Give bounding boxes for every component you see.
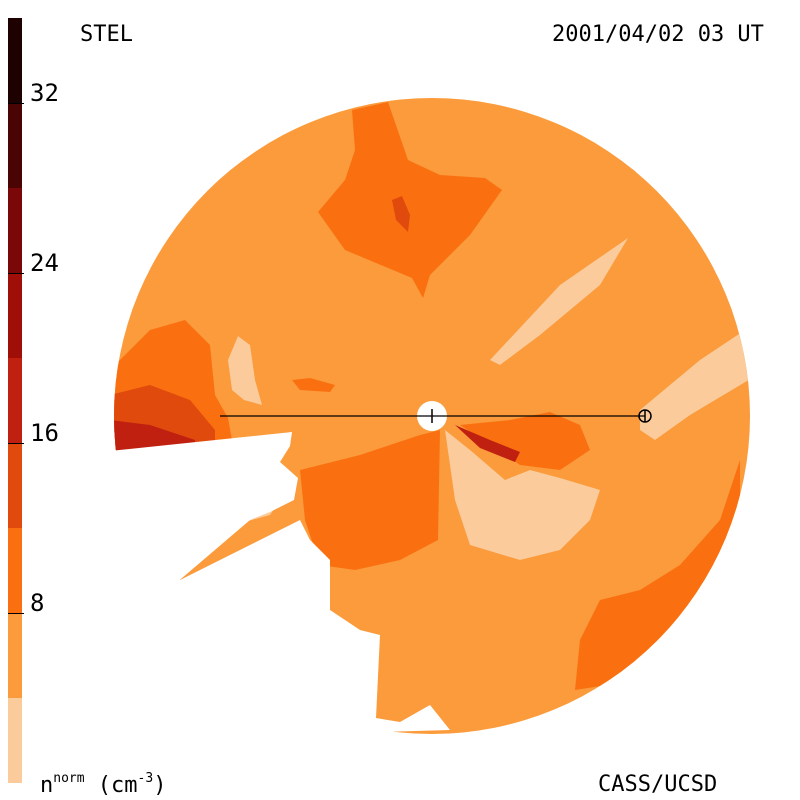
density-region-north-core <box>392 196 410 232</box>
colorbar-tick-label-8: 8 <box>30 589 45 617</box>
density-region-near-sun <box>292 378 335 392</box>
quantity-units-exponent: -3 <box>137 771 154 786</box>
observatory-label: STEL <box>80 22 133 47</box>
colorbar-band-8 <box>8 18 22 103</box>
quantity-units: (cm <box>84 773 138 798</box>
colorbar-tick-label-24: 24 <box>30 249 59 277</box>
colorbar-band-0 <box>8 698 22 783</box>
quantity-units-close: ) <box>153 773 167 798</box>
colorbar-tick-8 <box>8 613 24 614</box>
colorbar-tick-24 <box>8 273 24 274</box>
colorbar-band-5 <box>8 273 22 358</box>
colorbar-tick-32 <box>8 103 24 104</box>
timestamp-label: 2001/04/02 03 UT <box>552 22 764 47</box>
density-region-southeast <box>460 412 590 470</box>
colorbar-band-6 <box>8 188 22 273</box>
light-region-west <box>228 336 262 405</box>
density-region-south <box>300 430 440 570</box>
quantity-superscript: norm <box>53 771 85 786</box>
colorbar-tick-label-32: 32 <box>30 79 59 107</box>
colorbar-band-1 <box>8 613 22 698</box>
colorbar-band-2 <box>8 528 22 613</box>
light-region-northeast <box>490 238 628 365</box>
density-region-southeast-high <box>455 425 520 462</box>
data-gap-southwest <box>100 520 450 740</box>
density-region-north <box>318 102 502 298</box>
colorbar-tick-16 <box>8 443 24 444</box>
data-gap-west <box>100 432 298 700</box>
light-region-southeast <box>445 430 600 560</box>
colorbar-band-7 <box>8 103 22 188</box>
light-region-east <box>640 332 750 440</box>
quantity-label: nnorm (cm-3) <box>40 772 166 797</box>
credit-label: CASS/UCSD <box>598 772 718 797</box>
colorbar <box>8 18 22 783</box>
colorbar-tick-label-16: 16 <box>30 419 59 447</box>
colorbar-band-4 <box>8 358 22 443</box>
colorbar-band-3 <box>8 443 22 528</box>
quantity-symbol: n <box>40 773 54 798</box>
